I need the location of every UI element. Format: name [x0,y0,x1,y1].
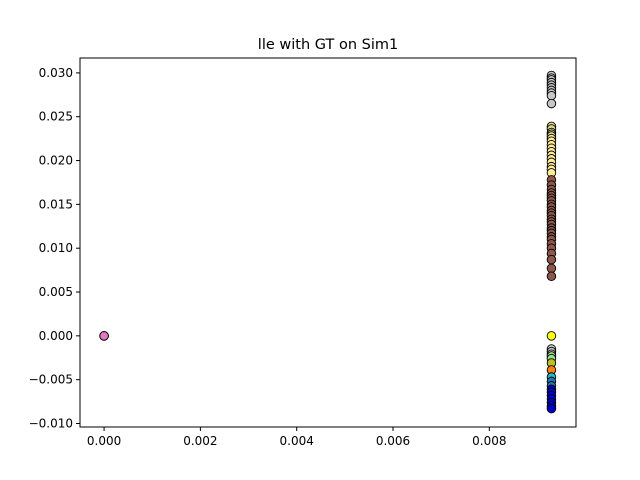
x-tick-label: 0.000 [87,434,121,448]
y-tick-label: 0.000 [39,329,73,343]
x-tick-label: 0.002 [183,434,217,448]
x-tick-label: 0.006 [376,434,410,448]
y-tick-label: 0.015 [39,197,73,211]
plot-frame [79,57,577,428]
scatter-point [546,254,557,265]
scatter-point [546,263,557,274]
chart-title: lle with GT on Sim1 [258,37,398,53]
x-tick-label: 0.004 [280,434,314,448]
scatter-point [99,331,109,341]
y-tick-label: 0.025 [39,110,73,124]
y-tick-label: 0.010 [39,241,73,255]
data-points [99,70,557,414]
y-tick-label: −0.005 [29,373,73,387]
y-tick-label: 0.020 [39,154,73,168]
scatter-point [546,90,557,101]
y-tick-label: 0.030 [39,66,73,80]
scatter-point [546,331,557,341]
x-tick-label: 0.008 [472,434,506,448]
y-tick-label: 0.005 [39,285,73,299]
scatter-point [546,403,557,414]
x-axis-ticks: 0.000 0.002 0.004 0.006 0.008 [87,427,507,448]
scatter-point [546,98,557,109]
scatter-point [546,271,557,281]
y-axis-ticks: −0.010 −0.005 0.000 0.005 0.010 0.015 0.020 0.0… [29,66,80,430]
y-tick-label: −0.010 [29,416,73,430]
